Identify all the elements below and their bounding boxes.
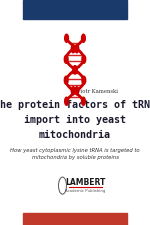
Bar [23, 0, 127, 19]
Circle shape [64, 55, 68, 63]
Circle shape [82, 55, 86, 63]
Circle shape [64, 76, 68, 84]
Circle shape [73, 66, 77, 74]
Circle shape [71, 45, 75, 53]
Text: import into yeast: import into yeast [24, 115, 126, 125]
Text: The protein factors of tRNA: The protein factors of tRNA [0, 100, 150, 110]
Text: Academic Publishing: Academic Publishing [65, 189, 106, 193]
Circle shape [71, 87, 75, 95]
Text: How yeast cytoplasmic lysine tRNA is targeted to
mitochondria by soluble protein: How yeast cytoplasmic lysine tRNA is tar… [10, 148, 140, 160]
Text: Piotr Kamenski: Piotr Kamenski [77, 89, 118, 94]
Circle shape [65, 97, 68, 105]
Circle shape [82, 34, 85, 42]
Circle shape [73, 66, 77, 74]
Circle shape [65, 34, 68, 42]
Circle shape [82, 76, 86, 84]
Circle shape [82, 97, 85, 105]
Bar [23, 213, 127, 225]
Text: mitochondria: mitochondria [39, 130, 111, 140]
Text: LAMBERT: LAMBERT [65, 178, 106, 187]
Circle shape [75, 87, 79, 95]
Circle shape [75, 45, 79, 53]
